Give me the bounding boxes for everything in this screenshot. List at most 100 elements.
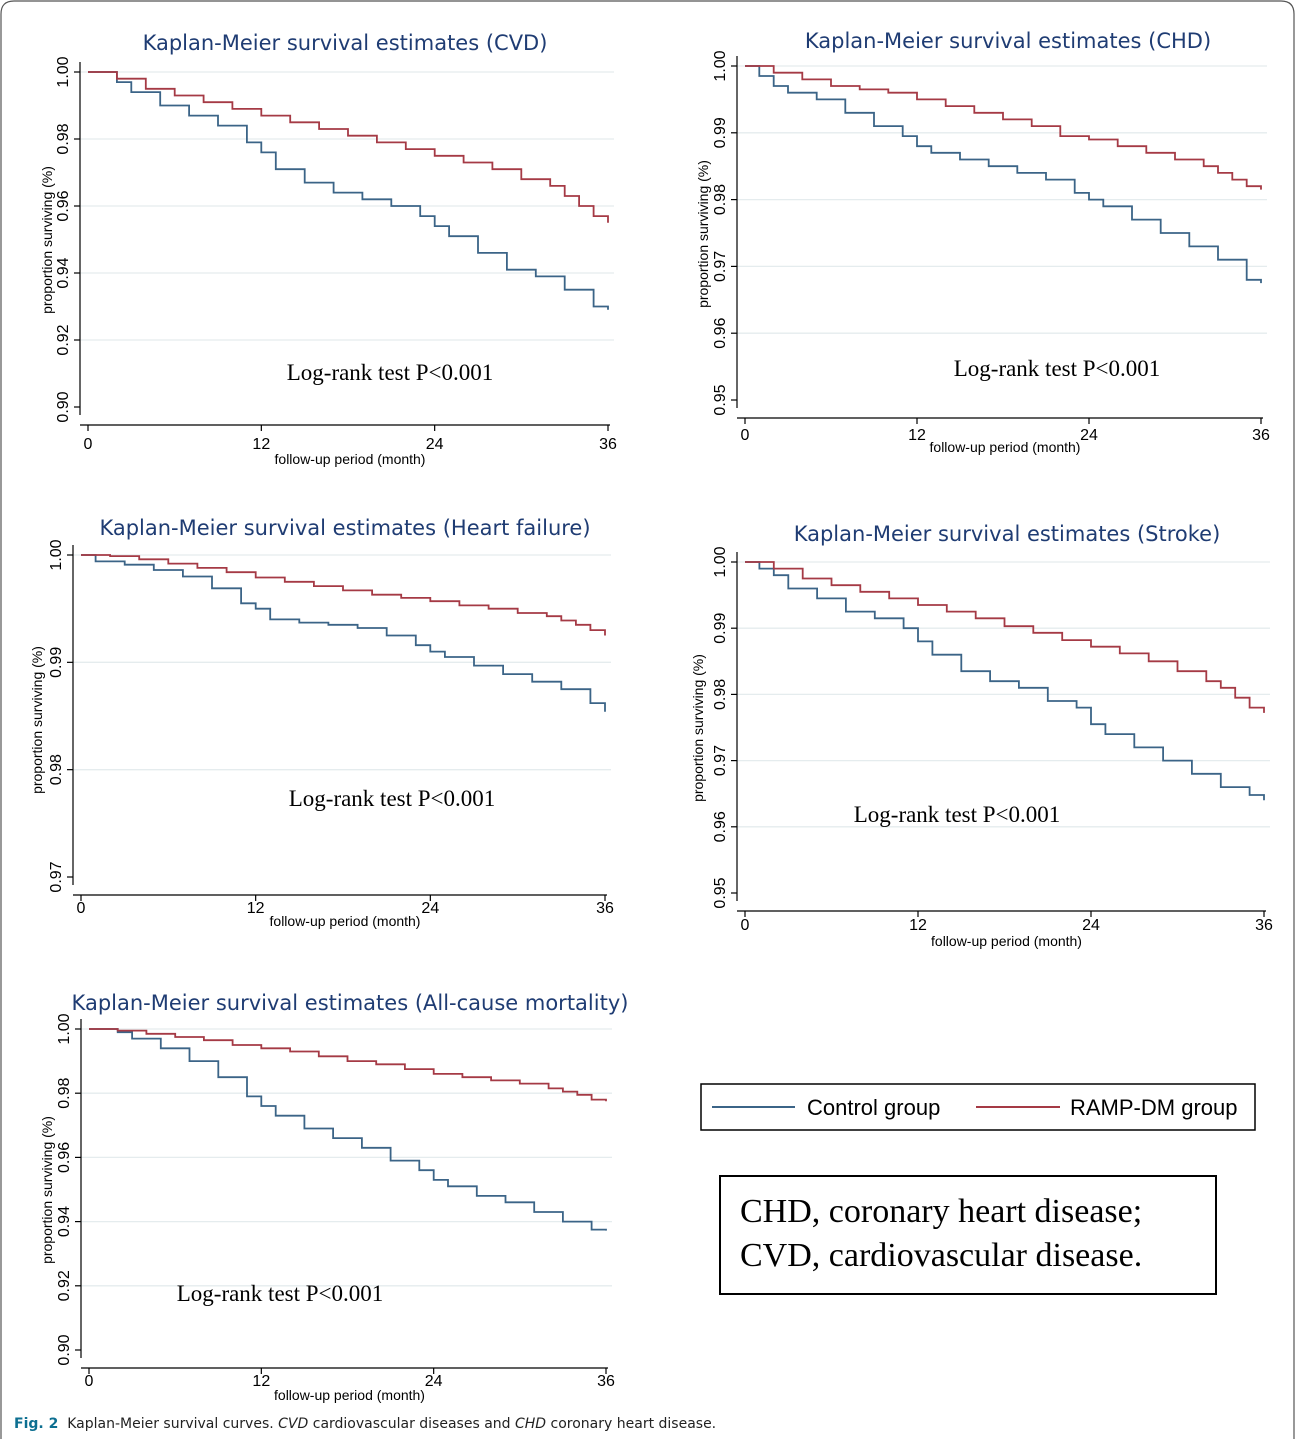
- y-tick-label: 0.92: [55, 324, 72, 355]
- x-tick-label: 24: [426, 436, 444, 453]
- logrank-annotation: Log-rank test P<0.001: [954, 356, 1161, 381]
- y-tick-label: 0.90: [55, 391, 72, 422]
- y-tick-label: 0.97: [48, 861, 65, 892]
- y-tick-label: 0.97: [712, 251, 729, 282]
- caption-abbr-cvd: CVD: [278, 1416, 308, 1432]
- y-tick-label: 0.99: [48, 647, 65, 678]
- y-axis-title: proportion surviving (%): [690, 654, 706, 802]
- y-axis-title: proportion surviving (%): [695, 160, 711, 308]
- y-tick-label: 0.96: [712, 811, 729, 842]
- caption-label: Fig. 2: [14, 1416, 58, 1432]
- y-tick-label: 1.00: [56, 1013, 73, 1044]
- x-tick-label: 0: [741, 427, 750, 444]
- x-axis-title: follow-up period (month): [930, 439, 1081, 455]
- x-tick-label: 36: [599, 436, 617, 453]
- y-tick-label: 0.97: [712, 745, 729, 776]
- y-tick-label: 0.98: [56, 1078, 73, 1109]
- series-line-control: [89, 1028, 607, 1231]
- logrank-annotation: Log-rank test P<0.001: [177, 1281, 384, 1306]
- km-chart-1: 0.90 0.92 0.94 0.96 0.98 1.00 0 12 24 36 Kaplan-Me…: [39, 31, 617, 467]
- x-axis-title: follow-up period (month): [931, 933, 1082, 949]
- series-line-ramp: [81, 554, 606, 636]
- x-tick-label: 12: [252, 436, 270, 453]
- y-tick-label: 0.92: [56, 1270, 73, 1301]
- y-tick-label: 0.96: [55, 190, 72, 221]
- chart-title: Kaplan-Meier survival estimates (CHD): [805, 29, 1211, 53]
- x-tick-label: 0: [741, 917, 750, 934]
- y-tick-label: 0.98: [712, 184, 729, 215]
- caption-abbr-chd: CHD: [515, 1416, 546, 1432]
- x-tick-label: 24: [425, 1373, 443, 1390]
- figure-caption: Fig. 2 Kaplan-Meier survival curves. CVD…: [14, 1416, 716, 1432]
- series-line-control: [745, 561, 1265, 801]
- series-line-ramp: [89, 1028, 607, 1102]
- y-tick-label: 0.94: [55, 257, 72, 288]
- charts-layer: 0.90 0.92 0.94 0.96 0.98 1.00 0 12 24 36 Kaplan-Me…: [29, 29, 1273, 1403]
- x-tick-label: 36: [1255, 917, 1273, 934]
- y-tick-label: 0.98: [712, 679, 729, 710]
- y-tick-label: 1.00: [48, 539, 65, 570]
- x-tick-label: 24: [1082, 917, 1100, 934]
- x-tick-label: 24: [421, 900, 439, 917]
- chart-title: Kaplan-Meier survival estimates (All-cau…: [72, 991, 629, 1015]
- legend-box: Control group RAMP-DM group: [700, 1083, 1256, 1131]
- x-tick-label: 0: [84, 436, 93, 453]
- chart-title: Kaplan-Meier survival estimates (CVD): [143, 31, 548, 55]
- y-axis-title: proportion surviving (%): [39, 1116, 55, 1264]
- series-line-control: [81, 554, 606, 712]
- series-line-ramp: [745, 561, 1265, 713]
- km-chart-2: 0.95 0.96 0.97 0.98 0.99 1.00 0 12 24 36 Kaplan-Me…: [695, 29, 1270, 455]
- x-tick-label: 12: [247, 900, 265, 917]
- y-tick-label: 0.99: [712, 613, 729, 644]
- km-chart-3: 0.97 0.98 0.99 1.00 0 12 24 36 Kaplan-Meier surv…: [29, 516, 614, 929]
- legend-label-ramp: RAMP-DM group: [1070, 1095, 1237, 1120]
- y-tick-label: 0.90: [56, 1334, 73, 1365]
- logrank-annotation: Log-rank test P<0.001: [289, 786, 496, 811]
- x-tick-label: 12: [252, 1373, 270, 1390]
- y-axis-title: proportion surviving (%): [39, 166, 55, 314]
- chart-title: Kaplan-Meier survival estimates (Heart f…: [99, 516, 590, 540]
- y-tick-label: 0.96: [712, 318, 729, 349]
- abbreviation-box: CHD, coronary heart disease; CVD, cardio…: [719, 1175, 1217, 1295]
- y-tick-label: 0.95: [712, 384, 729, 415]
- y-axis-title: proportion surviving (%): [29, 646, 45, 794]
- series-line-ramp: [745, 65, 1262, 190]
- abbreviation-frame: [719, 1175, 1217, 1295]
- x-tick-label: 36: [596, 900, 614, 917]
- legend-label-control: Control group: [807, 1095, 940, 1120]
- x-axis-title: follow-up period (month): [275, 451, 426, 467]
- x-tick-label: 0: [77, 900, 86, 917]
- x-tick-label: 36: [1252, 427, 1270, 444]
- x-axis-title: follow-up period (month): [270, 913, 421, 929]
- series-line-control: [745, 65, 1262, 284]
- km-chart-5: 0.90 0.92 0.94 0.96 0.98 1.00 0 12 24 36 Kaplan-Me…: [39, 991, 628, 1403]
- y-tick-label: 0.96: [56, 1142, 73, 1173]
- y-tick-label: 0.98: [55, 123, 72, 154]
- x-tick-label: 24: [1080, 427, 1098, 444]
- caption-text-c: coronary heart disease.: [546, 1416, 716, 1432]
- km-chart-4: 0.95 0.96 0.97 0.98 0.99 1.00 0 12 24 36 Kaplan-Me…: [690, 522, 1273, 949]
- logrank-annotation: Log-rank test P<0.001: [854, 802, 1061, 827]
- y-tick-label: 1.00: [712, 546, 729, 577]
- y-tick-label: 0.98: [48, 754, 65, 785]
- y-tick-label: 0.94: [56, 1206, 73, 1237]
- x-tick-label: 12: [908, 427, 926, 444]
- abbreviation-line-1: CHD, coronary heart disease;: [740, 1193, 1142, 1230]
- x-tick-label: 12: [909, 917, 927, 934]
- chart-title: Kaplan-Meier survival estimates (Stroke): [794, 522, 1221, 546]
- series-line-ramp: [88, 71, 609, 223]
- abbreviation-line-2: CVD, cardiovascular disease.: [740, 1237, 1142, 1274]
- logrank-annotation: Log-rank test P<0.001: [287, 360, 494, 385]
- y-tick-label: 1.00: [55, 56, 72, 87]
- x-axis-title: follow-up period (month): [274, 1387, 425, 1403]
- y-tick-label: 0.95: [712, 877, 729, 908]
- series-line-control: [88, 71, 609, 310]
- x-tick-label: 0: [85, 1373, 94, 1390]
- caption-text-a: Kaplan-Meier survival curves.: [58, 1416, 278, 1432]
- x-tick-label: 36: [597, 1373, 615, 1390]
- y-tick-label: 0.99: [712, 117, 729, 148]
- y-tick-label: 1.00: [712, 50, 729, 81]
